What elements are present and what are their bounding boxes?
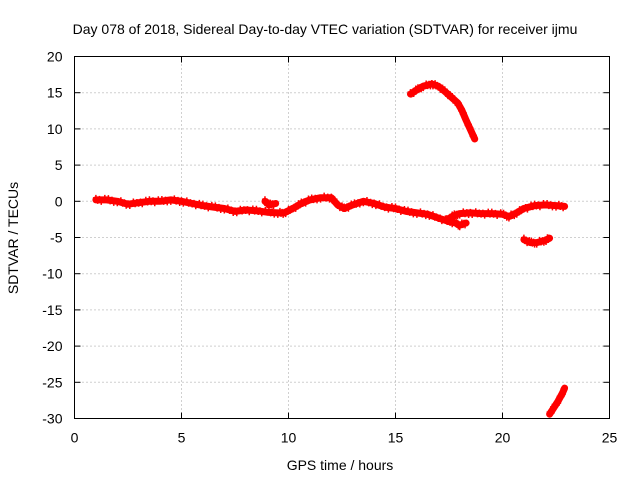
series-lower-segment (546, 384, 569, 418)
data-point (269, 208, 276, 215)
data-point (178, 197, 185, 204)
data-point (212, 202, 219, 209)
chart-title: Day 078 of 2018, Sidereal Day-to-day VTE… (73, 21, 578, 37)
data-point (171, 195, 178, 202)
data-point (408, 208, 415, 215)
data-point (108, 196, 115, 203)
data-point (203, 202, 210, 209)
data-point (545, 234, 552, 241)
data-point (467, 208, 474, 215)
data-point (396, 205, 403, 212)
data-point (224, 204, 231, 211)
x-tick-label: 5 (178, 430, 186, 446)
y-tick-label: 5 (55, 157, 63, 173)
data-point (437, 214, 444, 221)
x-tick-label: 20 (495, 430, 511, 446)
data-point (244, 206, 251, 213)
y-tick-label: 20 (47, 49, 63, 65)
series-line (407, 80, 479, 143)
data-point (472, 208, 479, 215)
data-point (190, 199, 197, 206)
data-point (561, 384, 568, 391)
data-point (371, 199, 378, 206)
data-point (470, 132, 477, 139)
data-point (215, 203, 222, 210)
grid-lines (74, 56, 610, 419)
y-tick-label: -15 (42, 302, 62, 318)
data-point (392, 203, 399, 210)
y-tick-label: -20 (42, 338, 62, 354)
axis-ticks: 0 5 10 15 20 25 -30 -25 -20 -15 -10 -5 0 5 10 15 20 (42, 49, 617, 446)
data-point (417, 208, 424, 215)
data-point (383, 203, 390, 210)
data-point (256, 207, 263, 214)
y-tick-label: -25 (42, 374, 62, 390)
data-point (376, 200, 383, 207)
y-tick-label: 15 (47, 85, 63, 101)
data-point (121, 199, 128, 206)
data-point (271, 200, 278, 207)
series-segment-17-23h (443, 200, 569, 224)
data-point (544, 200, 551, 207)
data-point (558, 202, 565, 209)
data-point (404, 206, 411, 213)
data-point (328, 193, 335, 200)
y-tick-label: 10 (47, 121, 63, 137)
data-point (253, 205, 260, 212)
series-main (92, 192, 470, 231)
data-point (488, 208, 495, 215)
data-point (492, 209, 499, 216)
data-point (183, 197, 190, 204)
x-tick-label: 15 (388, 430, 404, 446)
x-tick-label: 10 (281, 430, 297, 446)
x-tick-label: 25 (602, 430, 618, 446)
data-point (117, 197, 124, 204)
data-point (429, 211, 436, 218)
x-axis-label: GPS time / hours (287, 457, 394, 473)
y-axis-label: SDTVAR / TECUs (5, 182, 21, 294)
data-point (105, 195, 112, 202)
series-segment-21-22h (520, 234, 554, 248)
series-upper-arc (407, 80, 479, 143)
data-point (199, 200, 206, 207)
data-point (228, 206, 235, 213)
data-point (547, 201, 554, 208)
y-tick-label: 0 (55, 193, 63, 209)
y-tick-label: -30 (42, 411, 62, 427)
y-tick-label: -10 (42, 266, 62, 282)
data-point (424, 210, 431, 217)
data-point (555, 200, 562, 207)
x-tick-label: 0 (71, 430, 79, 446)
data-point (363, 197, 370, 204)
data-point (462, 222, 469, 229)
data-point (330, 197, 337, 204)
y-tick-label: -5 (50, 230, 63, 246)
series-segment-9h (261, 196, 280, 209)
data-point (331, 196, 338, 203)
data-point (560, 205, 567, 212)
data-series-group (92, 80, 569, 418)
